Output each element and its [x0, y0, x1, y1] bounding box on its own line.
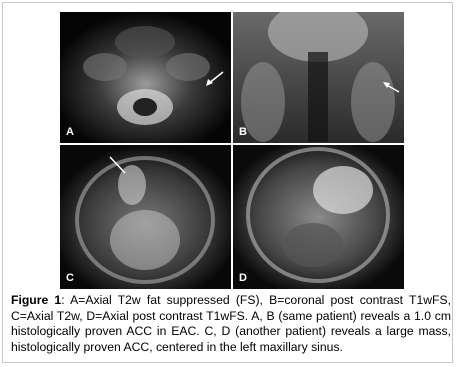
- mri-panel: B: [233, 12, 404, 143]
- panel-label: A: [66, 126, 74, 138]
- panel-label: D: [239, 272, 247, 284]
- mri-image: [233, 12, 404, 143]
- caption-text: : A=Axial T2w fat suppressed (FS), B=cor…: [11, 293, 451, 354]
- panel-label: B: [239, 126, 247, 138]
- mri-panel: A: [60, 12, 231, 143]
- figure-caption: Figure 1: A=Axial T2w fat suppressed (FS…: [11, 293, 451, 355]
- figure-grid: A B C: [60, 12, 404, 289]
- mri-image: [60, 145, 231, 289]
- mri-panel: C: [60, 145, 231, 289]
- mri-panel: D: [233, 145, 404, 289]
- caption-label: Figure 1: [11, 293, 62, 307]
- panel-label: C: [66, 272, 74, 284]
- mri-image: [60, 12, 231, 143]
- mri-image: [233, 145, 404, 289]
- page-frame: A B C: [2, 2, 453, 363]
